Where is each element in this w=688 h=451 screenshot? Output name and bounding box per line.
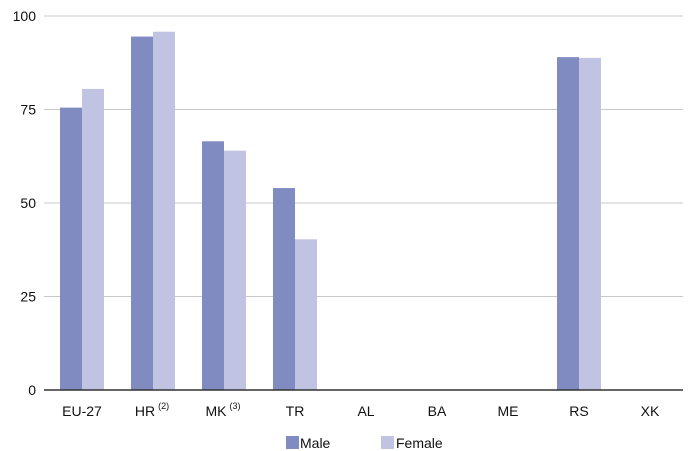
- x-tick-group: AL: [357, 403, 374, 419]
- y-tick-label: 100: [13, 8, 37, 24]
- x-tick-label: AL: [357, 403, 374, 419]
- legend-item-male: Male: [286, 435, 331, 451]
- y-axis-ticks: 0 25 50 75 100: [13, 8, 37, 398]
- y-tick-label: 50: [20, 195, 36, 211]
- x-tick-label: EU-27: [62, 403, 102, 419]
- x-axis-categories: EU-27 HR (2) MK (3) TR AL BA ME RS XK: [62, 401, 660, 419]
- legend-label: Male: [300, 435, 331, 451]
- x-tick-label: BA: [428, 403, 447, 419]
- x-tick-label: RS: [569, 403, 588, 419]
- x-tick-group: MK (3): [206, 401, 241, 419]
- x-tick-label: TR: [286, 403, 305, 419]
- y-tick-label: 0: [28, 382, 36, 398]
- bar-male-mk: [202, 141, 224, 390]
- x-tick-group: ME: [498, 403, 519, 419]
- legend-label: Female: [396, 435, 443, 451]
- bar-female-tr: [295, 239, 317, 390]
- bar-male-hr: [131, 36, 153, 390]
- bar-male-eu-27: [60, 107, 82, 390]
- x-tick-group: HR (2): [135, 401, 169, 419]
- legend-swatch: [286, 436, 299, 449]
- x-tick-group: RS: [569, 403, 588, 419]
- y-tick-label: 75: [20, 102, 36, 118]
- y-tick-label: 25: [20, 289, 36, 305]
- bars: [60, 31, 601, 391]
- x-tick-footnote: (2): [158, 401, 169, 411]
- bar-female-mk: [224, 150, 246, 390]
- x-tick-label: HR: [135, 403, 155, 419]
- x-tick-label: XK: [641, 403, 660, 419]
- bar-male-tr: [273, 188, 295, 390]
- x-tick-footnote: (3): [230, 401, 241, 411]
- legend-item-female: Female: [381, 435, 443, 451]
- legend: Male Female: [286, 435, 443, 451]
- bar-female-hr: [153, 31, 175, 390]
- x-tick-group: BA: [428, 403, 447, 419]
- x-tick-label: MK: [206, 403, 228, 419]
- bar-female-rs: [579, 57, 601, 390]
- x-tick-group: EU-27: [62, 403, 102, 419]
- bar-female-eu-27: [82, 88, 104, 391]
- x-tick-group: TR: [286, 403, 305, 419]
- legend-swatch: [381, 436, 394, 449]
- bar-male-rs: [557, 57, 579, 390]
- x-tick-label: ME: [498, 403, 519, 419]
- x-tick-group: XK: [641, 403, 660, 419]
